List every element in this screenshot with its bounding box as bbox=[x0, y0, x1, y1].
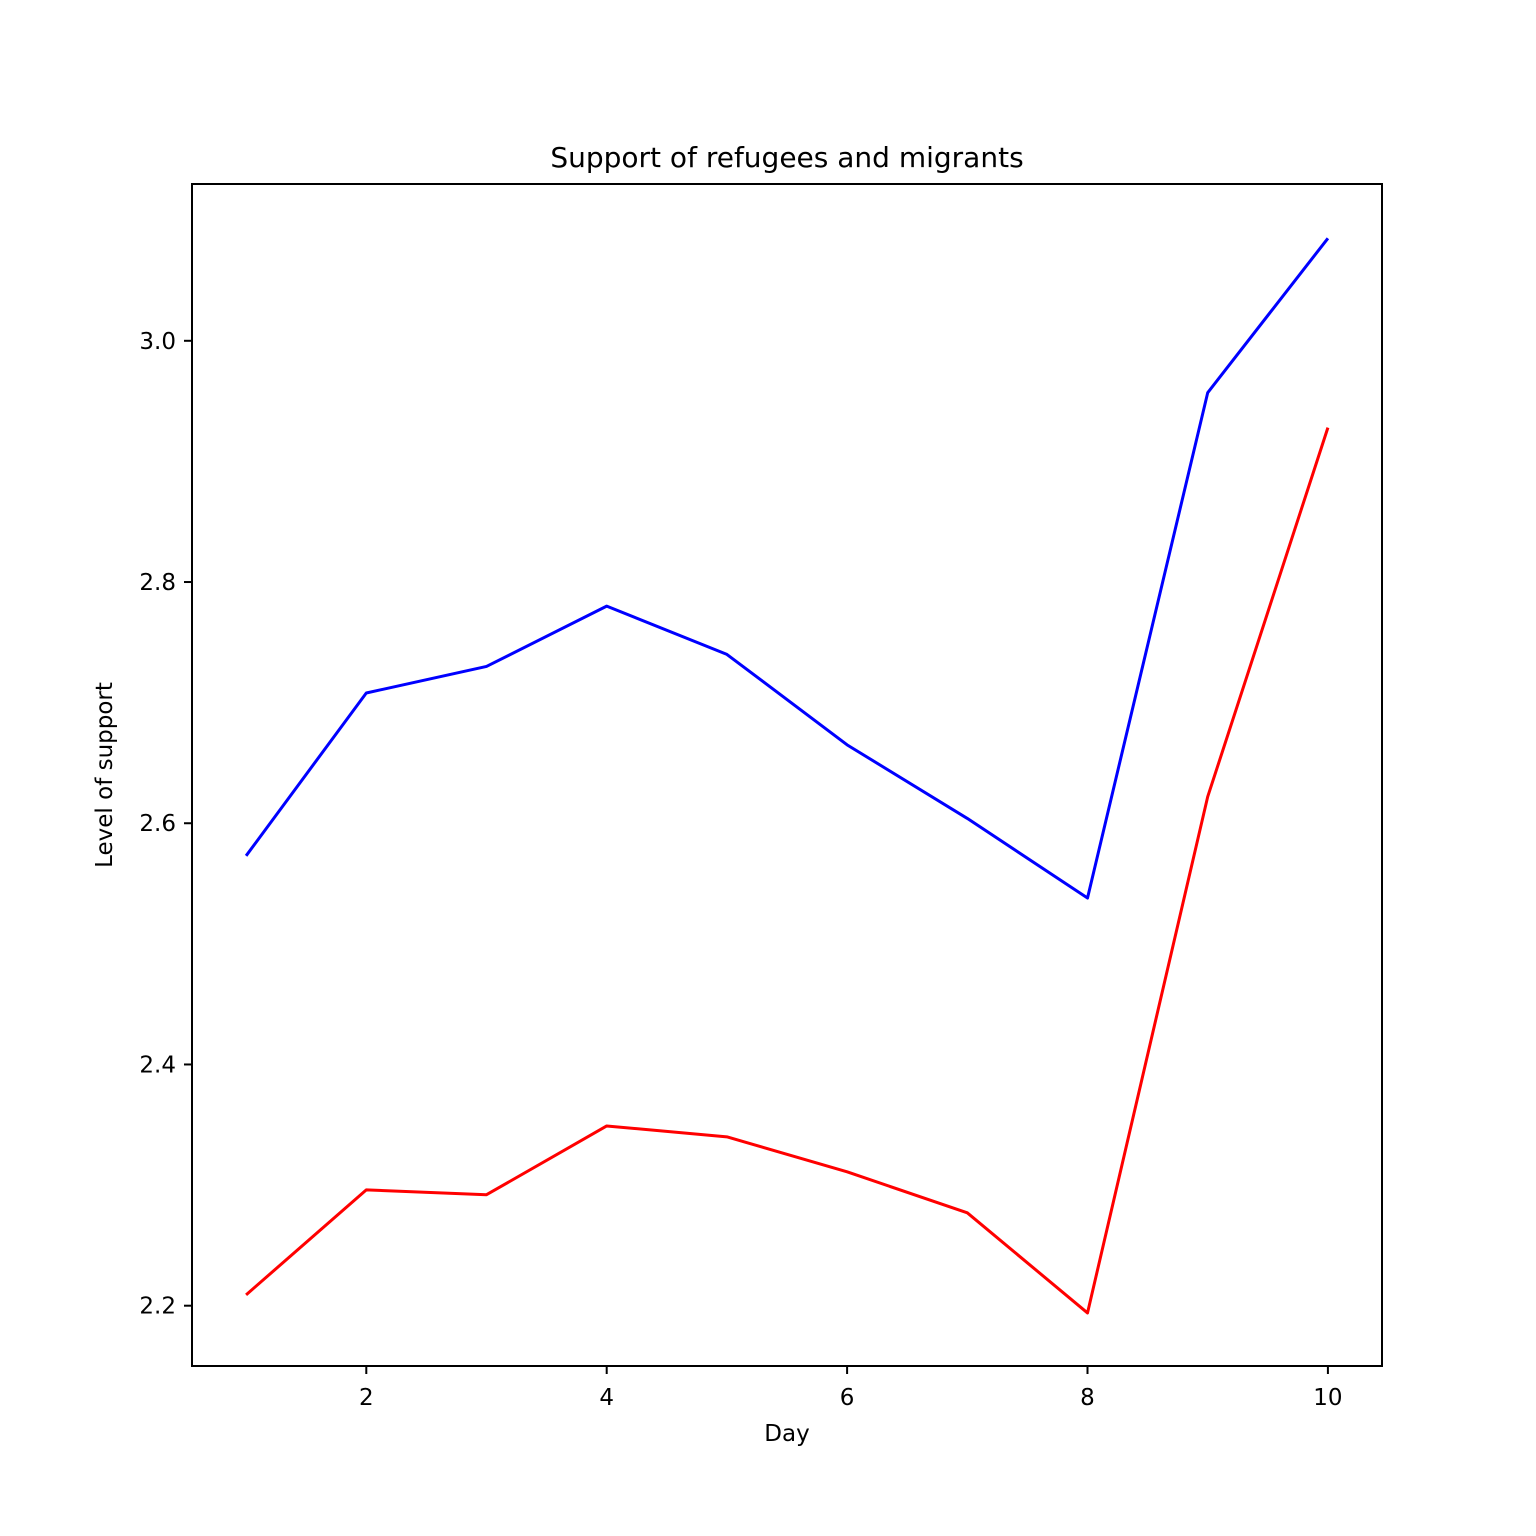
y-tick-label: 2.6 bbox=[139, 811, 176, 837]
x-tick-label: 6 bbox=[840, 1385, 855, 1411]
y-tick-label: 2.4 bbox=[139, 1052, 176, 1078]
chart-title: Support of refugees and migrants bbox=[550, 141, 1023, 174]
x-axis: 2 4 6 8 10 bbox=[359, 1366, 1343, 1411]
x-tick-label: 8 bbox=[1080, 1385, 1095, 1411]
y-axis-label: Level of support bbox=[92, 682, 118, 868]
plot-frame bbox=[191, 183, 1383, 1367]
y-tick-label: 3.0 bbox=[139, 329, 176, 355]
x-tick-label: 10 bbox=[1313, 1385, 1342, 1411]
y-axis: 2.2 2.4 2.6 2.8 3.0 bbox=[139, 329, 192, 1320]
x-axis-label: Day bbox=[764, 1421, 809, 1447]
x-tick-label: 4 bbox=[599, 1385, 614, 1411]
x-tick-label: 2 bbox=[359, 1385, 374, 1411]
series-line-2 bbox=[245, 427, 1330, 1315]
y-tick-label: 2.8 bbox=[139, 570, 176, 596]
series-line-1 bbox=[244, 237, 1330, 900]
series-layer bbox=[244, 237, 1330, 1315]
y-tick-label: 2.2 bbox=[139, 1294, 176, 1320]
